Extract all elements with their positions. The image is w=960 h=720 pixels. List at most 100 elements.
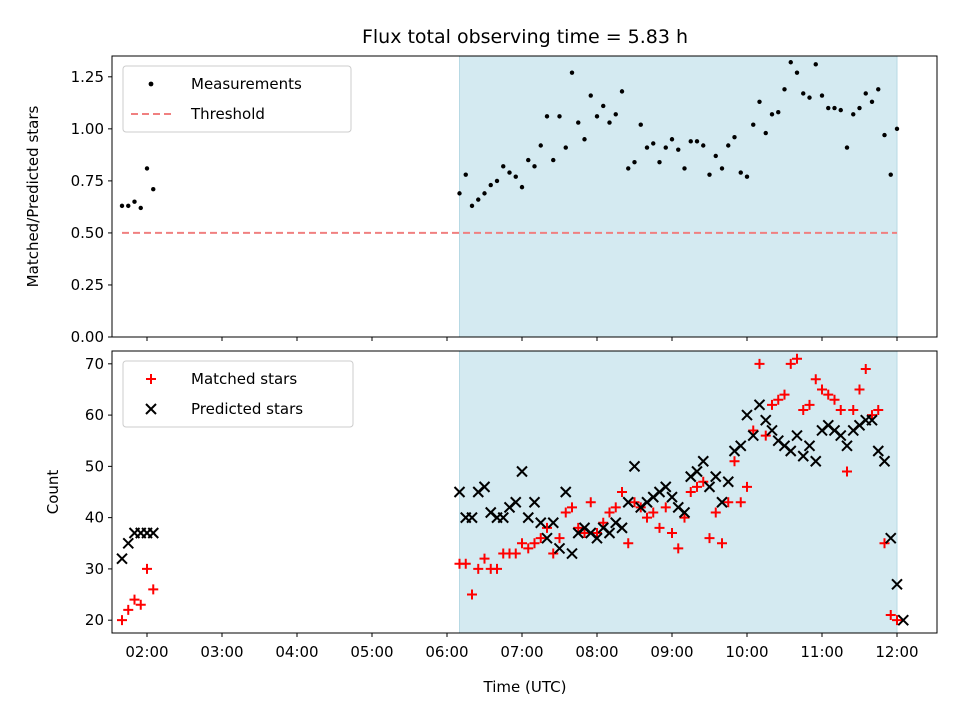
matched-star-point xyxy=(785,358,796,369)
measurement-point xyxy=(819,93,825,98)
matched-star-point xyxy=(810,374,821,385)
predicted-star-point xyxy=(697,455,709,467)
predicted-star-point xyxy=(878,455,891,467)
measurement-point xyxy=(732,134,737,140)
predicted-star-point xyxy=(760,414,772,426)
measurement-point xyxy=(526,157,531,163)
matched-star-point xyxy=(829,394,840,405)
measurement-point xyxy=(832,105,837,111)
measurement-point xyxy=(801,91,806,96)
measurement-point xyxy=(888,172,893,177)
measurement-point xyxy=(813,62,818,67)
matched-star-point xyxy=(885,610,896,621)
matched-star-point xyxy=(723,497,734,508)
matched-star-point xyxy=(129,594,140,605)
predicted-star-point xyxy=(566,547,578,560)
x-tick-label: 11:00 xyxy=(800,643,843,661)
matched-star-point xyxy=(804,399,815,410)
measurement-point xyxy=(838,107,843,113)
predicted-star-point xyxy=(703,481,716,493)
measurement-point xyxy=(751,122,756,127)
matched-star-point xyxy=(529,538,540,549)
matched-star-point xyxy=(735,497,746,508)
matched-star-point xyxy=(660,502,671,513)
observing-span-shade xyxy=(459,55,898,338)
y-tick-label: 20 xyxy=(85,611,104,629)
matched-star-point xyxy=(548,548,559,559)
x-tick-label: 05:00 xyxy=(350,643,393,661)
matched-star-point xyxy=(710,507,721,518)
measurement-point xyxy=(132,199,137,204)
matched-star-point xyxy=(592,528,602,539)
x-tick-label: 02:00 xyxy=(125,643,168,661)
matched-star-point xyxy=(123,604,134,615)
predicted-star-point xyxy=(547,517,559,529)
legend-measurement-swatch xyxy=(148,81,154,87)
matched-star-point xyxy=(892,615,902,626)
panel-1: 0.00 0.25 0.50 0.75 1.00 1.25 Matched/Predicte… xyxy=(24,55,938,346)
measurement-point xyxy=(788,60,793,65)
matched-star-point xyxy=(492,563,502,574)
measurement-point xyxy=(501,164,506,169)
predicted-star-point xyxy=(628,460,641,473)
measurement-point xyxy=(757,99,762,104)
measurement-point xyxy=(688,139,693,144)
measurement-point xyxy=(676,147,681,152)
measurement-point xyxy=(776,110,781,115)
matched-star-point xyxy=(148,584,159,595)
measurement-point xyxy=(544,114,550,119)
y-tick-label: 0.75 xyxy=(71,172,104,190)
legend-box xyxy=(122,360,354,428)
matched-star-point xyxy=(879,538,890,549)
matched-star-point xyxy=(754,358,765,369)
predicted-star-point xyxy=(835,429,847,442)
matched-star-point xyxy=(860,363,871,374)
y-tick-label: 40 xyxy=(85,509,104,527)
measurement-point xyxy=(782,87,787,92)
observing-span-shade xyxy=(459,350,898,634)
x-axis-label: Time (UTC) xyxy=(483,678,567,696)
matched-star-point xyxy=(648,507,659,518)
predicted-star-point xyxy=(522,511,534,524)
measurement-point xyxy=(613,112,618,117)
legend-predicted-swatch xyxy=(145,403,157,415)
y-axis-label: Count xyxy=(44,470,62,515)
legend-matched-swatch xyxy=(146,374,156,384)
measurement-point xyxy=(138,205,143,211)
matched-star-point xyxy=(460,558,471,569)
measurement-point xyxy=(744,174,750,179)
measurement-point xyxy=(494,178,500,184)
matched-star-point xyxy=(792,353,802,364)
matched-star-point xyxy=(517,538,527,549)
y-tick-label: 0.50 xyxy=(71,224,104,242)
measurement-point xyxy=(826,105,831,111)
predicted-star-point xyxy=(891,578,903,590)
matched-star-point xyxy=(617,487,627,497)
matched-star-point xyxy=(560,507,571,518)
predicted-star-point xyxy=(603,527,616,539)
matched-star-point xyxy=(473,563,484,574)
predicted-star-point xyxy=(741,409,753,421)
predicted-star-point xyxy=(872,445,884,457)
matched-star-point xyxy=(642,512,652,523)
axes-frame xyxy=(111,350,938,634)
x-tick-label: 10:00 xyxy=(725,643,768,661)
y-tick-label: 70 xyxy=(85,355,104,373)
x-tick-label: 07:00 xyxy=(500,643,543,661)
predicted-star-point xyxy=(735,440,747,452)
measurement-point xyxy=(738,170,743,175)
predicted-star-point xyxy=(766,424,778,437)
series-matched-stars xyxy=(117,353,902,626)
predicted-star-point xyxy=(691,465,703,478)
predicted-star-point xyxy=(791,429,803,442)
measurement-point xyxy=(694,139,700,144)
measurement-point xyxy=(569,70,575,75)
y-tick-label: 50 xyxy=(85,457,104,475)
matched-star-point xyxy=(717,538,727,549)
measurement-point xyxy=(863,91,868,96)
chart-title: Flux total observing time = 5.83 h xyxy=(362,26,688,48)
measurement-point xyxy=(663,145,668,150)
y-tick-label: 0.00 xyxy=(71,328,104,346)
matched-star-point xyxy=(523,543,534,554)
measurement-point xyxy=(807,95,812,100)
